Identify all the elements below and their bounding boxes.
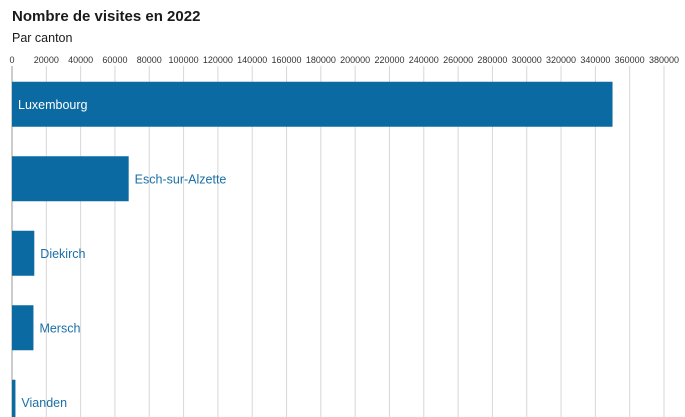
x-tick-label: 240000 [409,55,439,65]
bar-mersch [12,305,34,351]
x-tick-label: 60000 [102,55,127,65]
x-tick-label: 180000 [306,55,336,65]
x-tick-label: 0 [9,55,14,65]
x-tick-label: 300000 [512,55,542,65]
bars [12,81,613,417]
x-tick-label: 40000 [68,55,93,65]
x-tick-label: 220000 [374,55,404,65]
bar-label: Esch-sur-Alzette [135,172,227,186]
x-tick-label: 360000 [615,55,645,65]
x-tick-label: 100000 [169,55,199,65]
bar-label: Diekirch [40,247,85,261]
bar-label: Luxembourg [18,98,88,112]
x-tick-label: 260000 [443,55,473,65]
x-tick-label: 340000 [580,55,610,65]
x-tick-label: 20000 [34,55,59,65]
x-tick-label: 120000 [203,55,233,65]
x-tick-label: 380000 [649,55,679,65]
x-tick-label: 200000 [340,55,370,65]
x-tick-label: 80000 [137,55,162,65]
chart-title: Nombre de visites en 2022 [12,8,201,25]
bar-label: Mersch [39,321,80,335]
chart-subtitle: Par canton [12,31,73,45]
bar-vianden [12,379,16,417]
bar-label: Vianden [21,396,67,410]
x-tick-label: 140000 [237,55,267,65]
x-axis-ticks: 0 20000 40000 60000 80000 100000 120000 140000 1… [9,55,679,65]
bar-esch-sur-alzette [12,156,129,202]
x-tick-label: 280000 [477,55,507,65]
bar-diekirch [12,230,35,276]
x-tick-label: 160000 [272,55,302,65]
bar-labels: Luxembourg Esch-sur-Alzette Diekirch Mersch… [18,98,226,410]
bar-luxembourg [12,81,613,127]
x-tick-label: 320000 [546,55,576,65]
